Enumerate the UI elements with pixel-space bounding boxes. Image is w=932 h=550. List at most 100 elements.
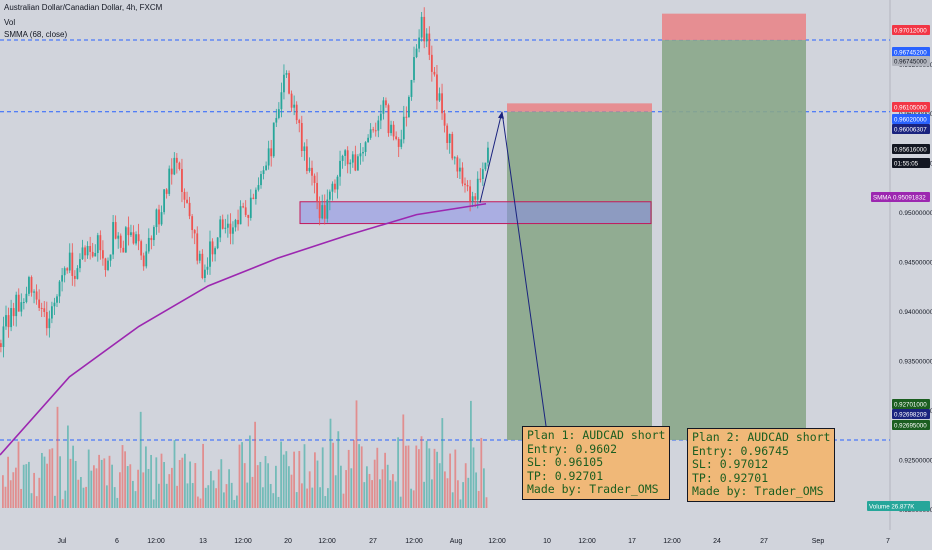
candle (234, 219, 237, 228)
volume-bar (420, 436, 423, 508)
volume-bar (228, 469, 230, 508)
volume-bar (56, 406, 59, 508)
volume-bar (215, 488, 217, 508)
volume-bar (483, 468, 485, 508)
candle (262, 170, 265, 175)
candle (459, 167, 461, 172)
candle (198, 253, 201, 261)
volume-bar (428, 448, 431, 508)
plan-1-sl: SL: 0.96105 (527, 455, 604, 469)
symbol-title: Australian Dollar/Canadian Dollar, 4h, F… (4, 3, 163, 12)
candle (96, 235, 99, 254)
price-tag-label: 0.92695000 (894, 422, 927, 429)
candle (48, 318, 51, 329)
candle (10, 308, 12, 328)
candle (145, 251, 148, 267)
x-tick-label: 27 (760, 538, 768, 545)
volume-bar (74, 460, 77, 508)
candle (232, 227, 234, 234)
candle (275, 117, 278, 123)
volume-bar (308, 471, 311, 508)
volume-bar (113, 487, 116, 508)
candle (178, 162, 181, 169)
volume-bar (90, 470, 93, 508)
price-tag-navy (892, 124, 930, 134)
candle (395, 136, 398, 140)
candle (469, 186, 471, 202)
candle (484, 162, 487, 170)
candle (104, 258, 107, 271)
volume-bar (272, 493, 275, 508)
candle (214, 248, 216, 255)
volume-bar (319, 487, 321, 508)
plan-2-author: Made by: Trader_OMS (692, 484, 824, 498)
volume-bar (199, 498, 202, 508)
x-tick-label: 13 (199, 538, 207, 545)
candle (392, 124, 395, 137)
volume-bar (254, 421, 256, 508)
price-tag-blue (892, 47, 930, 57)
candle (298, 120, 301, 124)
candle (272, 122, 275, 157)
candle (211, 241, 214, 255)
vol-indicator-label[interactable]: Vol (4, 18, 16, 27)
x-tick-label: 12:00 (147, 538, 165, 545)
candle (244, 207, 247, 215)
candle (288, 73, 290, 94)
candle (193, 230, 196, 234)
candle (471, 196, 474, 202)
plan-1-author: Made by: Trader_OMS (527, 482, 659, 496)
price-tag-label: 0.97012000 (894, 27, 927, 34)
candle (140, 241, 143, 256)
volume-bar (436, 451, 438, 508)
volume-bar (311, 487, 314, 508)
x-tick-label: 27 (369, 538, 377, 545)
volume-bar (358, 444, 360, 508)
candle (17, 294, 20, 312)
candle (372, 129, 375, 131)
volume-bar (72, 445, 74, 508)
volume-bar (389, 480, 392, 508)
candle (137, 234, 140, 242)
volume-bar (423, 481, 425, 508)
volume-bar (119, 472, 121, 508)
smma-indicator-label[interactable]: SMMA (68, close) (4, 30, 68, 39)
volume-bar (350, 468, 353, 508)
price-tag-red (892, 102, 930, 112)
candle (260, 174, 262, 186)
volume-bar (139, 411, 142, 508)
price-tag-label: 0.95616000 (894, 146, 927, 153)
volume-bar (355, 400, 358, 508)
volume-bar (17, 441, 20, 508)
plan-2-note[interactable]: Plan 2: AUDCAD short Entry: 0.96745 SL: … (687, 428, 836, 502)
volume-bar (329, 418, 332, 508)
candle (201, 253, 204, 279)
volume-bar (438, 463, 441, 508)
volume-bar (207, 485, 210, 508)
candle (127, 227, 130, 236)
volume-bar (15, 467, 17, 508)
candle (300, 123, 303, 151)
volume-bar (337, 431, 340, 508)
candle (390, 124, 392, 134)
candle (474, 196, 477, 200)
volume-bar (345, 470, 347, 508)
candle (45, 311, 48, 329)
candle (476, 178, 479, 200)
plan-1-note[interactable]: Plan 1: AUDCAD short Entry: 0.9602 SL: 0… (522, 426, 671, 500)
volume-bar (220, 459, 223, 508)
volume-bar (186, 483, 189, 508)
volume-bar (243, 463, 246, 508)
candle (402, 116, 405, 140)
candle (84, 247, 86, 256)
volume-bar (256, 465, 259, 508)
candle (35, 291, 38, 300)
candle (5, 315, 7, 327)
candle (369, 129, 372, 138)
volume-bar (425, 440, 428, 508)
plan-2-sl: SL: 0.97012 (692, 457, 769, 471)
candle (293, 104, 296, 108)
volume-bar (269, 483, 272, 508)
